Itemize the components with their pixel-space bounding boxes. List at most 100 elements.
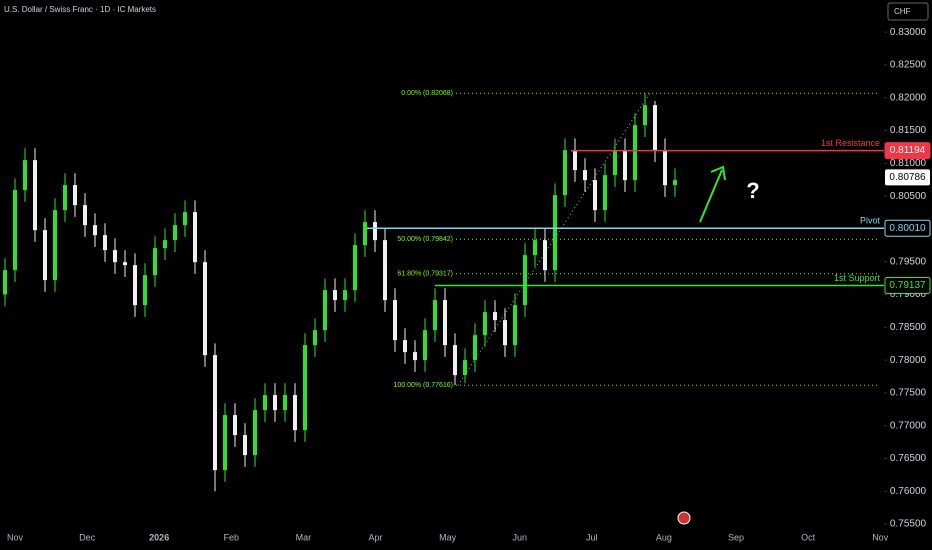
currency-box[interactable] xyxy=(887,2,929,21)
candle-body xyxy=(623,150,627,181)
candle-body xyxy=(123,262,127,266)
level-tag-label: 0.80010 xyxy=(889,223,926,234)
level-tag xyxy=(884,277,931,295)
x-tick-label: Apr xyxy=(368,532,382,542)
candle-body xyxy=(203,262,207,356)
candle-body xyxy=(653,105,657,151)
annotation: ? xyxy=(746,178,759,203)
candle-body xyxy=(533,240,537,256)
y-tick-label: 0.82500 xyxy=(890,60,927,71)
candle-body xyxy=(503,320,507,346)
candle-body xyxy=(523,255,527,306)
y-tick-label: 0.78000 xyxy=(890,355,927,366)
candle-body xyxy=(483,312,487,336)
y-tick-label: 0.82000 xyxy=(890,92,927,103)
candle-body xyxy=(143,275,147,306)
candle-body xyxy=(393,300,397,341)
level-name: 1st Resistance xyxy=(821,138,880,148)
candle-body xyxy=(233,415,237,436)
candle-body xyxy=(333,290,337,301)
last-price-label: 0.80786 xyxy=(889,172,926,183)
y-tick-label: 0.76000 xyxy=(890,486,927,497)
candle-body xyxy=(673,180,677,186)
candle-body xyxy=(153,248,157,276)
candle-body xyxy=(73,185,77,206)
x-tick-label: Nov xyxy=(7,532,24,542)
candle-body xyxy=(173,225,177,241)
y-tick-label: 0.81500 xyxy=(890,125,927,136)
level-tag xyxy=(884,219,931,237)
y-tick-label: 0.83000 xyxy=(890,27,927,38)
candle-body xyxy=(13,190,17,271)
candle-body xyxy=(583,170,587,181)
y-tick-label: 0.81000 xyxy=(890,158,927,169)
x-tick-label: May xyxy=(439,532,457,542)
candle-body xyxy=(553,195,557,271)
candle-body xyxy=(563,150,567,196)
candle-body xyxy=(463,360,467,376)
candle-body xyxy=(113,250,117,263)
symbol-title: U.S. Dollar / Swiss Franc · 1D · IC Mark… xyxy=(4,5,156,14)
candle-body xyxy=(413,352,417,361)
candle-body xyxy=(213,355,217,471)
candle-body xyxy=(383,240,387,301)
fib-label: 100.00% (0.77616) xyxy=(393,382,453,389)
candle-body xyxy=(93,225,97,236)
x-tick-label: Mar xyxy=(296,532,312,542)
y-tick-label: 0.79000 xyxy=(890,289,927,300)
x-tick-label: Feb xyxy=(224,532,240,542)
x-tick-label: Dec xyxy=(79,532,96,542)
candle-body xyxy=(23,160,27,191)
candle-body xyxy=(373,222,377,241)
y-tick-label: 0.78500 xyxy=(890,322,927,333)
fib-label: 0.00% (0.82068) xyxy=(401,90,453,97)
y-tick-label: 0.76500 xyxy=(890,453,927,464)
candle-body xyxy=(603,175,607,211)
event-icon[interactable] xyxy=(677,511,691,525)
y-tick-label: 0.77500 xyxy=(890,388,927,399)
candle-body xyxy=(63,185,67,211)
y-tick-label: 0.75500 xyxy=(890,519,927,530)
candle-body xyxy=(53,210,57,281)
x-tick-label: 2026 xyxy=(149,532,169,542)
candle-body xyxy=(473,335,477,361)
level-name: 1st Support xyxy=(834,273,881,283)
currency-label[interactable]: CHF xyxy=(894,7,911,16)
x-tick-label: Sep xyxy=(728,532,744,542)
last-price-tag xyxy=(885,169,930,186)
candle-body xyxy=(103,235,107,251)
candle-body xyxy=(3,270,7,295)
candle-body xyxy=(283,395,287,411)
level-tag xyxy=(884,142,931,160)
candle-body xyxy=(513,305,517,346)
candle-body xyxy=(353,245,357,291)
candle-body xyxy=(363,222,367,246)
candle-body xyxy=(243,435,247,456)
candle-body xyxy=(613,150,617,176)
level-tag-label: 0.79137 xyxy=(889,280,926,291)
candle-body xyxy=(633,125,637,181)
candle-body xyxy=(543,240,547,271)
candle-body xyxy=(163,240,167,249)
candle-body xyxy=(273,395,277,411)
candle-body xyxy=(423,330,427,361)
candle-body xyxy=(193,212,197,263)
candle-body xyxy=(263,395,267,411)
candle-body xyxy=(663,150,667,186)
candle-body xyxy=(573,150,577,171)
x-tick-label: Oct xyxy=(801,532,816,542)
candle-body xyxy=(643,105,647,126)
arrow xyxy=(699,169,723,223)
candle-body xyxy=(453,345,457,376)
candle-body xyxy=(433,300,437,331)
x-tick-label: Aug xyxy=(656,532,672,542)
candle-body xyxy=(83,205,87,226)
level-tag-label: 0.81194 xyxy=(890,145,926,156)
candle-body xyxy=(43,230,47,281)
candle-body xyxy=(323,290,327,331)
level-name: Pivot xyxy=(860,216,881,226)
candle-body xyxy=(343,290,347,301)
candle-body xyxy=(223,415,227,471)
x-tick-label: Jul xyxy=(586,532,598,542)
